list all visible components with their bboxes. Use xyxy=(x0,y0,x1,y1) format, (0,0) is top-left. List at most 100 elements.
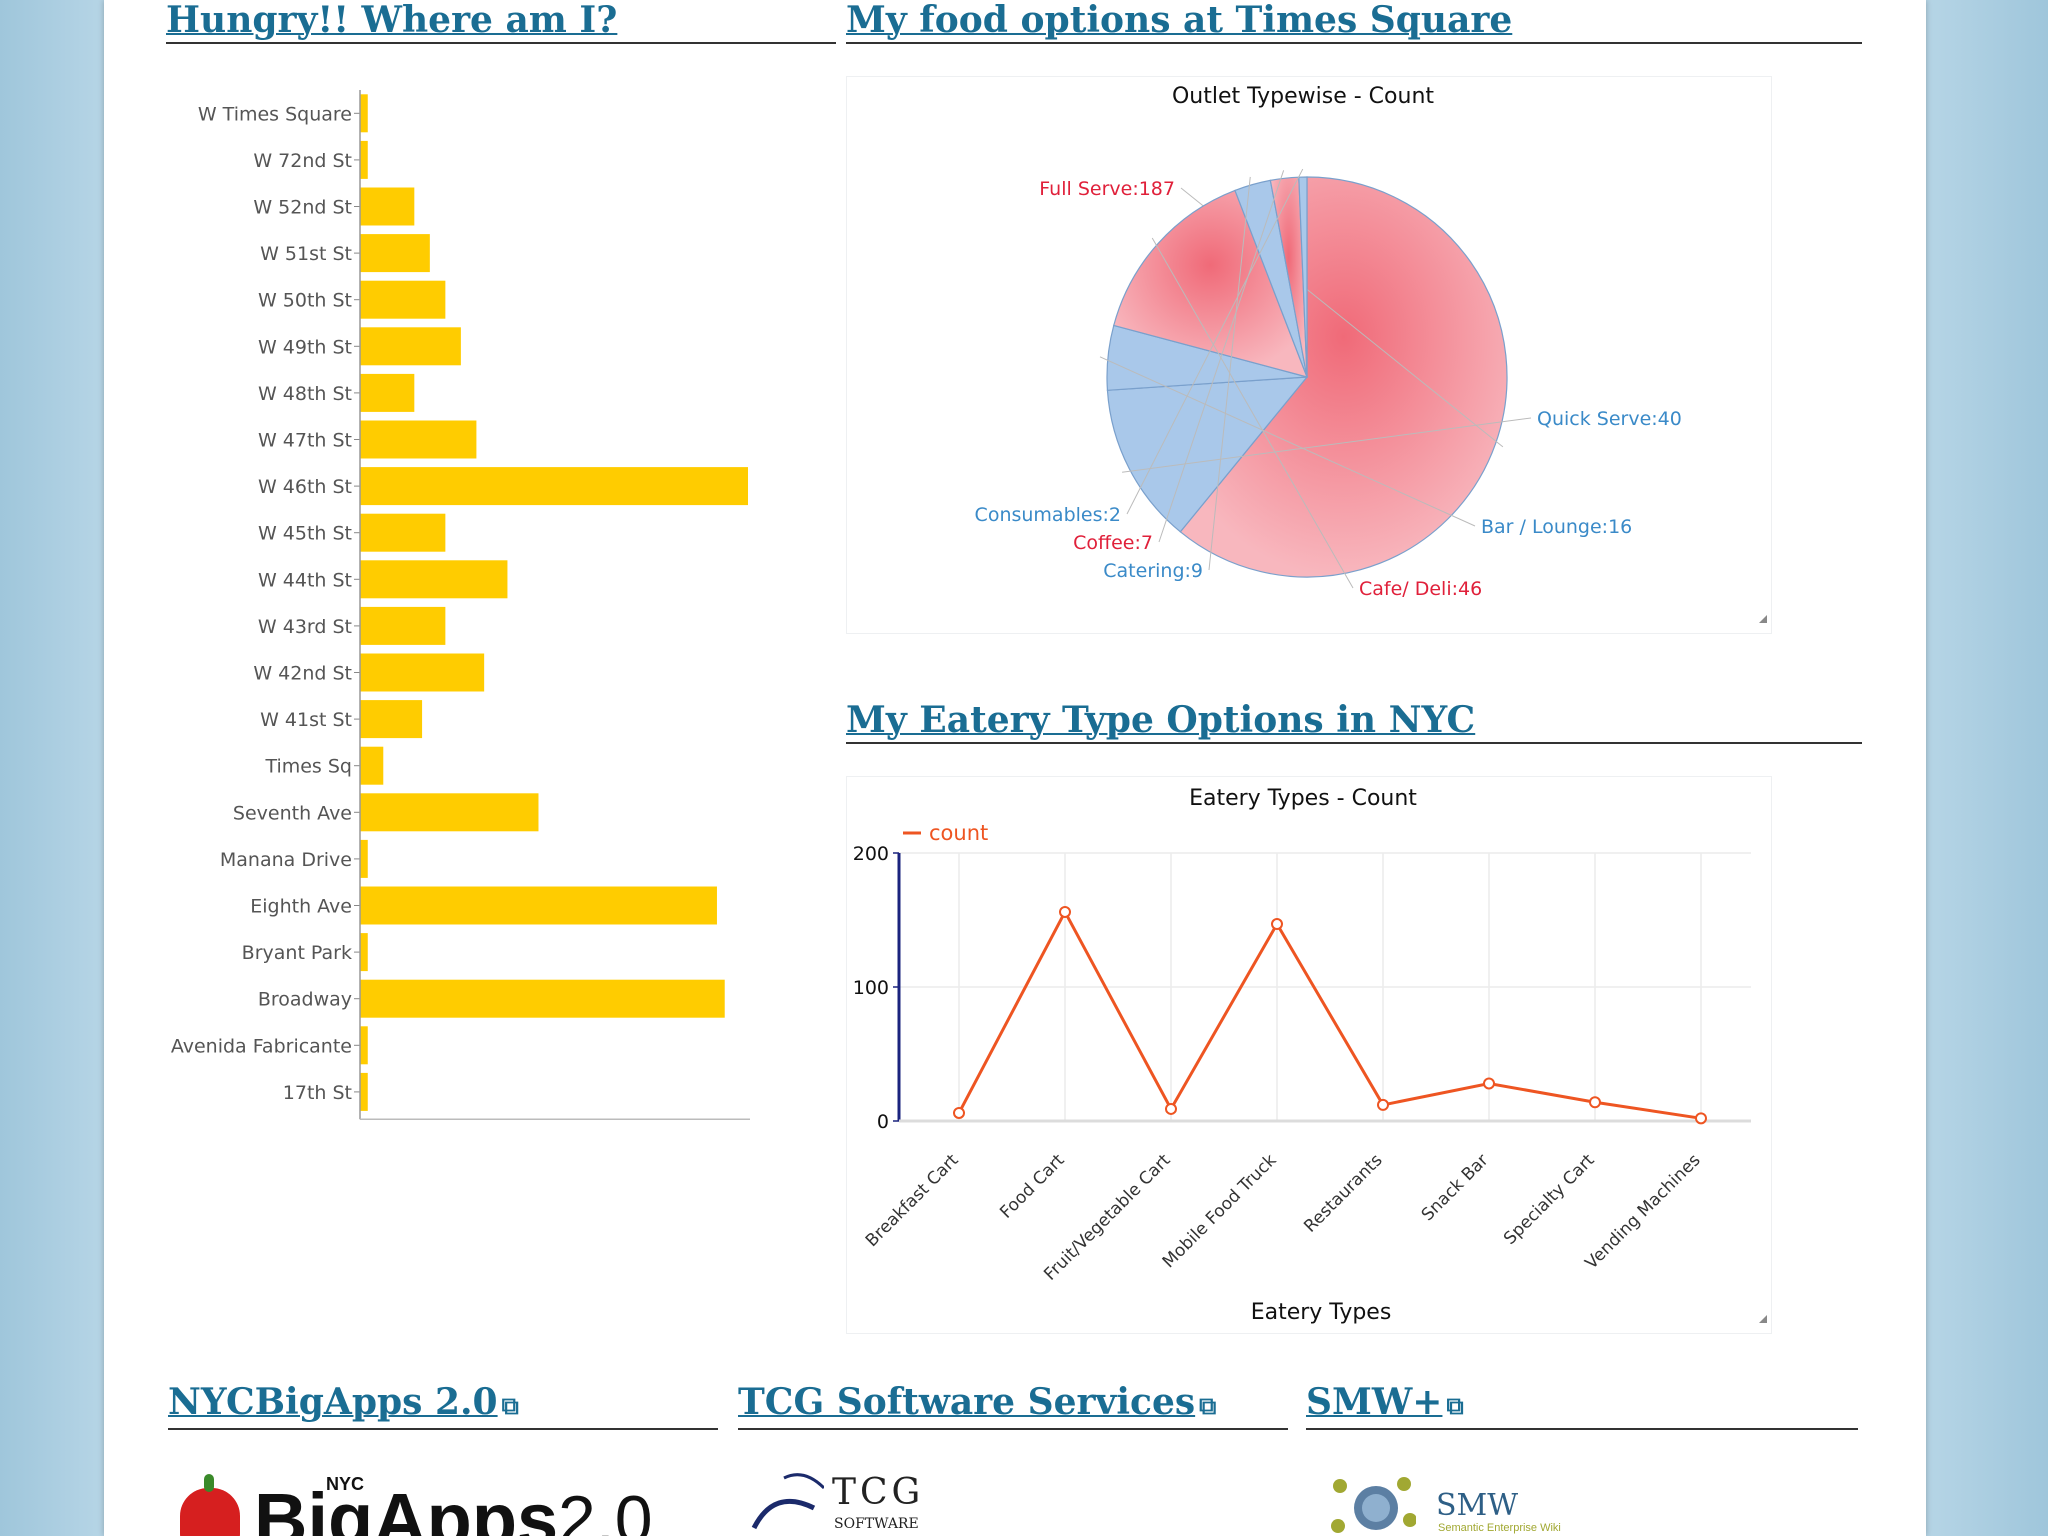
resize-handle-icon xyxy=(1759,1315,1767,1323)
y-tick-label: W 41st St xyxy=(260,709,352,731)
outlet-pie-chart: Outlet Typewise - Count Full Serve:187 Qui… xyxy=(975,84,1767,623)
data-point xyxy=(1589,1096,1601,1109)
y-tick-label: Eighth Ave xyxy=(250,896,352,918)
y-tick-label: Avenida Fabricante xyxy=(171,1035,352,1057)
external-link-icon: ⧉ xyxy=(1199,1391,1217,1420)
y-tick-label: W 49th St xyxy=(258,336,352,358)
slice-label: Full Serve:187 xyxy=(1039,178,1175,200)
y-tick-label: Broadway xyxy=(258,989,352,1011)
tcg-link[interactable]: TCG Software Services ⧉ xyxy=(738,1382,1288,1430)
y-tick-label: Times Sq xyxy=(264,756,352,778)
y-tick-label: W 48th St xyxy=(258,383,352,405)
bigapps-link[interactable]: NYCBigApps 2.0 ⧉ xyxy=(168,1382,718,1430)
resize-handle-icon xyxy=(1759,615,1767,623)
series-line xyxy=(957,908,1702,1120)
pie-slice xyxy=(1113,189,1308,378)
x-tick-label: Breakfast Cart xyxy=(862,1150,963,1251)
x-axis-title: Eatery Types xyxy=(1251,1300,1392,1325)
right-backdrop xyxy=(1926,0,2048,1536)
pie-chart-panel: Outlet Typewise - Count Full Serve:187 Qui… xyxy=(846,76,1772,634)
bar xyxy=(360,700,423,739)
slice-label: Consumables:2 xyxy=(975,504,1121,526)
bar xyxy=(360,187,415,226)
x-tick-label: Food Cart xyxy=(996,1150,1068,1222)
bar xyxy=(360,467,748,506)
eatery-line-chart: Eatery Types - Count 0 100 200 Breakfast Car… xyxy=(853,786,1767,1325)
smw-logo[interactable]: SMW Semantic Enterprise Wiki xyxy=(1326,1472,1626,1536)
tcg-logo[interactable]: TCG SOFTWARE xyxy=(744,1468,944,1536)
chart-title: Eatery Types - Count xyxy=(1189,786,1417,811)
slice-label: Bar / Lounge:16 xyxy=(1481,516,1632,538)
chart-title: Outlet Typewise - Count xyxy=(1172,84,1434,109)
slice-leader xyxy=(1122,417,1532,473)
y-tick-label: W 45th St xyxy=(258,523,352,545)
bar xyxy=(360,140,368,179)
pie-slice xyxy=(1179,176,1508,578)
bar xyxy=(360,94,368,133)
bar xyxy=(360,746,384,785)
section-title-eatery-types: My Eatery Type Options in NYC xyxy=(846,700,1862,744)
x-tick-label: Restaurants xyxy=(1300,1150,1386,1236)
slice-label: Quick Serve:40 xyxy=(1537,408,1682,430)
y-tick-label: W 51st St xyxy=(260,243,352,265)
y-tick-label: 0 xyxy=(877,1111,889,1133)
bar xyxy=(360,560,508,599)
y-tick-label: W Times Square xyxy=(198,103,352,125)
tcg-swoosh-icon xyxy=(751,1473,826,1530)
bar xyxy=(360,513,446,552)
data-point xyxy=(1165,1102,1177,1115)
bar xyxy=(360,327,461,366)
bar xyxy=(360,839,368,878)
y-tick-label: 100 xyxy=(853,977,889,999)
bar xyxy=(360,979,725,1018)
y-tick-label: 17th St xyxy=(283,1082,352,1104)
slice-label: Coffee:7 xyxy=(1073,532,1153,554)
data-point xyxy=(953,1106,965,1119)
bar xyxy=(360,373,415,412)
y-tick-label: W 46th St xyxy=(258,476,352,498)
bigapps-logo[interactable]: NYC BigApps 2.0 xyxy=(176,1468,666,1536)
bar xyxy=(360,653,485,692)
bar xyxy=(360,933,368,972)
data-point xyxy=(1271,918,1283,931)
bar xyxy=(360,886,717,925)
y-tick-label: W 47th St xyxy=(258,430,352,452)
smw-globe-icon xyxy=(1331,1477,1417,1533)
slice-leader xyxy=(1151,237,1354,589)
y-tick-label: Manana Drive xyxy=(220,849,352,871)
y-tick-label: W 72nd St xyxy=(253,150,352,172)
section-title-hungry: Hungry!! Where am I? xyxy=(166,0,836,44)
bar xyxy=(360,606,446,645)
bar xyxy=(360,1072,368,1111)
location-bar-chart: W Times Square W 72nd St W 52nd St W 51st S… xyxy=(171,90,750,1120)
slice-label: Catering:9 xyxy=(1103,560,1203,582)
bar xyxy=(360,420,477,459)
external-link-icon: ⧉ xyxy=(1446,1391,1464,1420)
pie-slice xyxy=(1106,376,1309,533)
y-tick-label: W 44th St xyxy=(258,569,352,591)
slice-leader xyxy=(1158,170,1285,543)
data-point xyxy=(1059,905,1071,918)
y-tick-label: Seventh Ave xyxy=(233,802,352,824)
data-point xyxy=(1377,1098,1389,1111)
legend-label: count xyxy=(929,821,988,845)
bar xyxy=(360,280,446,319)
y-tick-label: W 42nd St xyxy=(253,663,352,685)
external-link-icon: ⧉ xyxy=(501,1391,519,1420)
y-tick-label: W 52nd St xyxy=(253,197,352,219)
section-title-food-options: My food options at Times Square xyxy=(846,0,1862,44)
data-point xyxy=(1483,1077,1495,1090)
bar xyxy=(360,1026,368,1065)
data-point xyxy=(1695,1112,1707,1125)
y-tick-label: 200 xyxy=(853,843,889,865)
smw-link[interactable]: SMW+ ⧉ xyxy=(1306,1382,1858,1430)
bar xyxy=(360,793,539,832)
slice-label: Cafe/ Deli:46 xyxy=(1359,578,1482,600)
slice-leader xyxy=(1126,168,1304,515)
y-tick-label: W 43rd St xyxy=(258,616,352,638)
line-chart-panel: Eatery Types - Count 0 100 200 Breakfast Car… xyxy=(846,776,1772,1334)
x-tick-label: Mobile Food Truck xyxy=(1159,1150,1281,1272)
y-tick-label: W 50th St xyxy=(258,290,352,312)
x-tick-label: Snack Bar xyxy=(1418,1150,1493,1225)
y-tick-label: Bryant Park xyxy=(242,942,352,964)
